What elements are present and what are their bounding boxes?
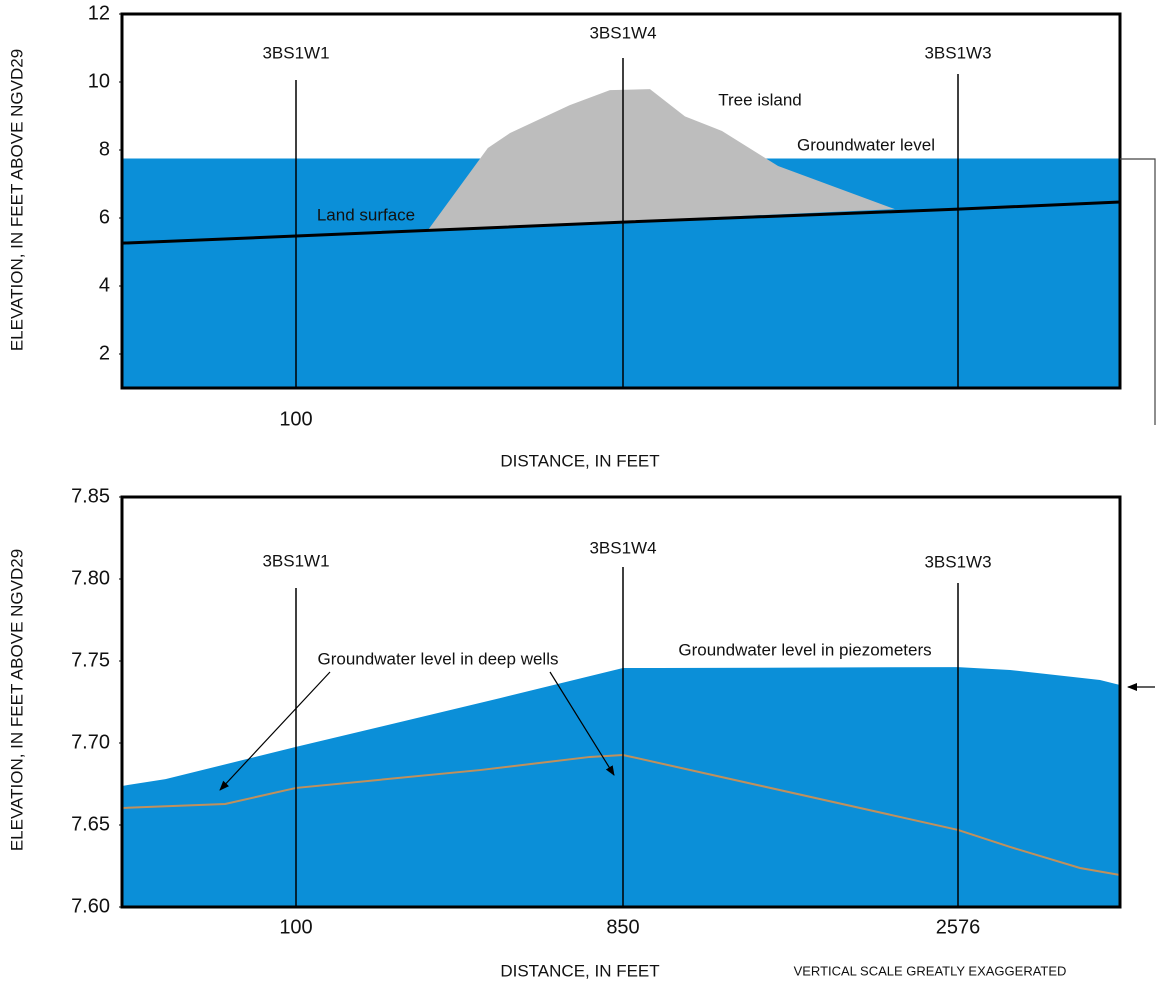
y-tick-label: 7.70 [71, 731, 110, 753]
well-label: 3BS1W1 [262, 551, 329, 570]
y-tick-label: 4 [99, 274, 110, 296]
panel [122, 497, 1120, 907]
y-tick-label: 7.60 [71, 895, 110, 917]
series-label: Groundwater level [797, 135, 935, 154]
well-label: 3BS1W3 [924, 43, 991, 62]
connector [1120, 158, 1156, 425]
x-axis-label: DISTANCE, IN FEET [500, 961, 659, 980]
polygon [428, 89, 895, 230]
x-axis-label: DISTANCE, IN FEET [500, 451, 659, 470]
area [122, 158, 1120, 388]
x-tick-label: 100 [279, 916, 312, 938]
plot-frame [120, 12, 1122, 390]
pointer-arrow [549, 671, 615, 776]
y-tick-label: 7.80 [71, 567, 110, 589]
y-tick-label: 2 [99, 342, 110, 364]
series-label: Groundwater level in piezometers [678, 640, 931, 659]
y-axis-label: ELEVATION, IN FEET ABOVE NGVD29 [7, 49, 26, 351]
well-label: 3BS1W4 [589, 538, 656, 557]
x-tick-label: 850 [606, 916, 639, 938]
pointer-arrow [219, 671, 331, 791]
y-tick-label: 6 [99, 206, 110, 228]
y-tick-label: 7.75 [71, 649, 110, 671]
y-tick-label: 12 [88, 2, 110, 24]
y-tick-label: 8 [99, 138, 110, 160]
y-tick-label: 7.85 [71, 485, 110, 507]
note: VERTICAL SCALE GREATLY EXAGGERATED [794, 963, 1067, 978]
series-label: Groundwater level in deep wells [318, 649, 559, 668]
well-label: 3BS1W1 [262, 43, 329, 62]
series-label: Tree island [718, 90, 801, 109]
y-tick-label: 10 [88, 70, 110, 92]
area [122, 667, 1120, 907]
line [122, 753, 1120, 877]
well-label: 3BS1W3 [924, 552, 991, 571]
plot-layer: Groundwater level Tree island Land surface… [7, 2, 1122, 980]
panel [122, 14, 1120, 388]
y-axis-label: ELEVATION, IN FEET ABOVE NGVD29 [7, 549, 26, 851]
x-tick-label: 2576 [936, 916, 981, 938]
x-tick-label: 100 [279, 408, 312, 430]
plot-frame [120, 495, 1122, 909]
well-label: 3BS1W4 [589, 23, 656, 42]
series-label: Land surface [317, 205, 415, 224]
y-tick-label: 7.65 [71, 813, 110, 835]
